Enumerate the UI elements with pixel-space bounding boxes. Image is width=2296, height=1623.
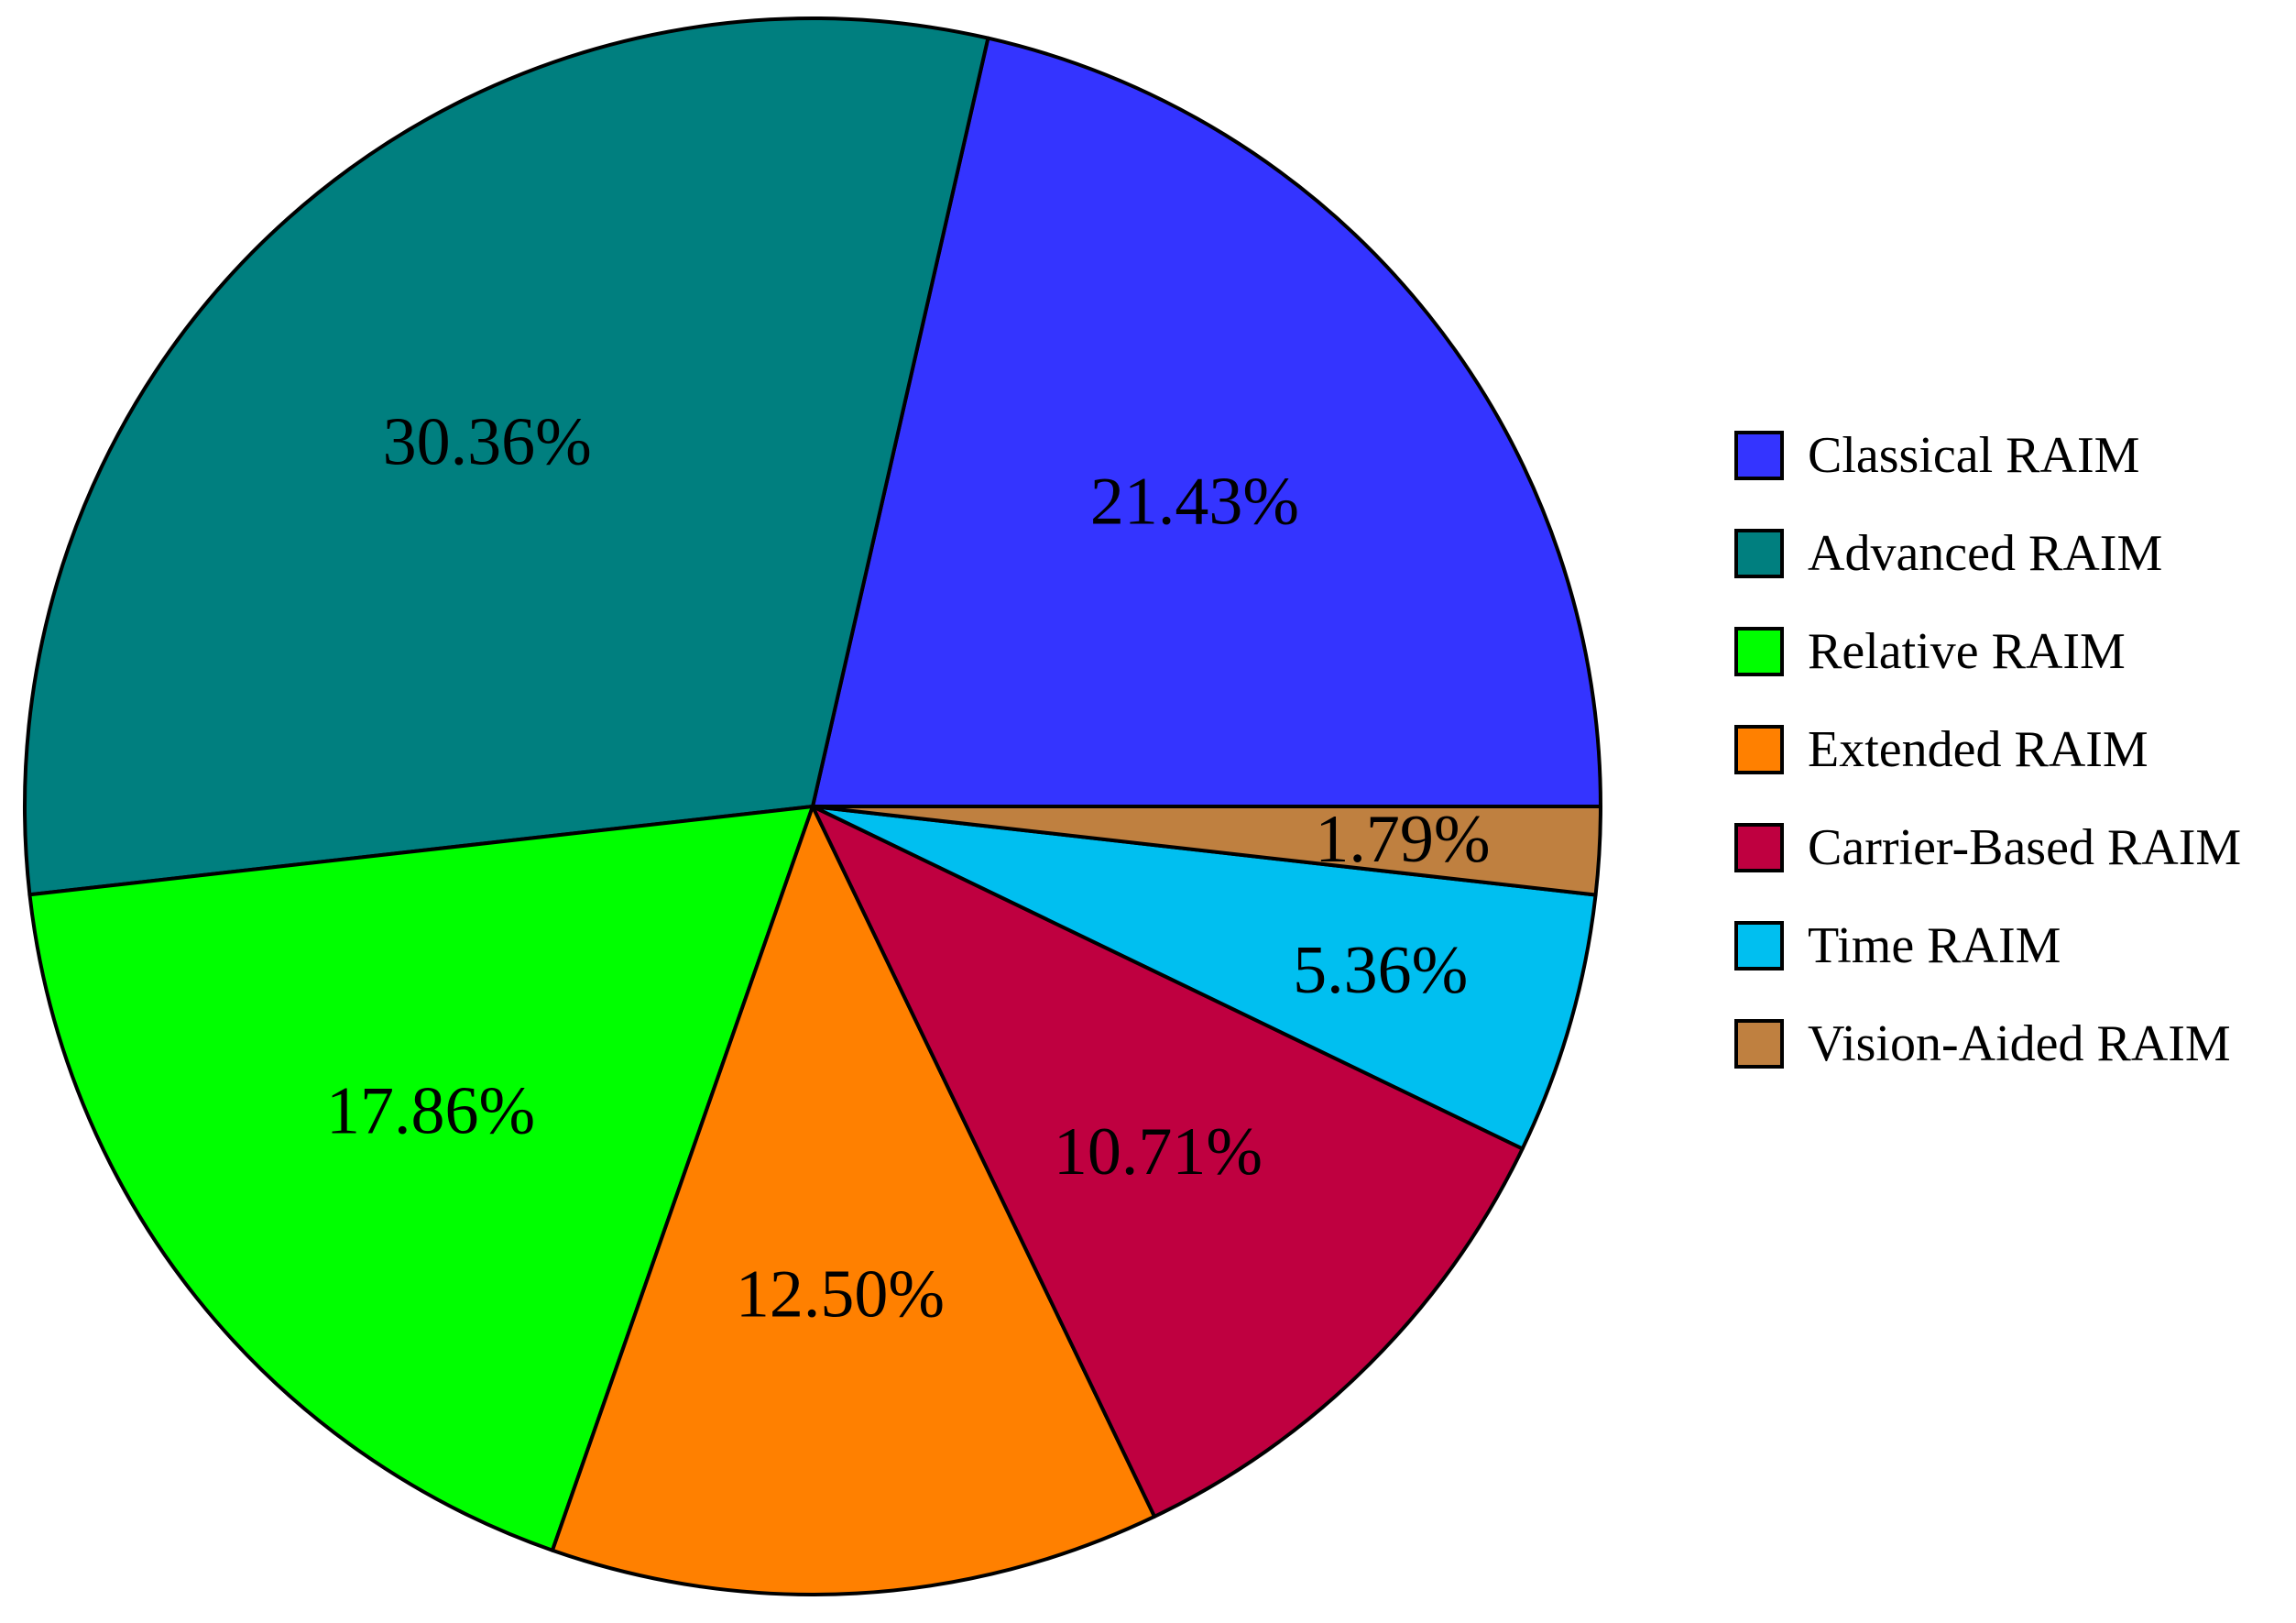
pie-slice-carrier-based-raim xyxy=(811,805,1525,1519)
pie-slice-extended-raim xyxy=(550,805,1157,1596)
slice-value-label-carrier-based-raim: 10.71% xyxy=(1054,1114,1263,1190)
legend-item-carrier-based-raim: Carrier-Based RAIM xyxy=(1734,819,2241,876)
slice-value-label-time-raim: 5.36% xyxy=(1293,933,1468,1008)
slice-value-label-advanced-raim: 30.36% xyxy=(383,404,592,479)
legend-label-vision-aided-raim: Vision-Aided RAIM xyxy=(1808,1015,2231,1072)
pie-slice-time-raim xyxy=(811,805,1598,1151)
pie-value-labels: 21.43% 30.36% 17.86% 12.50% 10.71% 5.36% 1.79% xyxy=(326,404,1491,1332)
pie-slice-classical-raim xyxy=(811,36,1602,808)
legend-swatch-advanced-raim xyxy=(1734,529,1784,578)
legend-label-time-raim: Time RAIM xyxy=(1808,917,2061,974)
legend-item-time-raim: Time RAIM xyxy=(1734,917,2061,974)
legend-label-extended-raim: Extended RAIM xyxy=(1808,721,2148,778)
legend-swatch-vision-aided-raim xyxy=(1734,1019,1784,1069)
legend-item-vision-aided-raim: Vision-Aided RAIM xyxy=(1734,1015,2231,1072)
legend-label-relative-raim: Relative RAIM xyxy=(1808,623,2126,680)
slice-value-label-classical-raim: 21.43% xyxy=(1090,465,1299,540)
legend: Classical RAIM Advanced RAIM Relative RAIM… xyxy=(1734,427,2241,1072)
legend-swatch-classical-raim xyxy=(1734,431,1784,480)
legend-swatch-time-raim xyxy=(1734,921,1784,971)
legend-swatch-extended-raim xyxy=(1734,725,1784,774)
legend-item-classical-raim: Classical RAIM xyxy=(1734,427,2139,484)
legend-item-relative-raim: Relative RAIM xyxy=(1734,623,2126,680)
slice-value-label-extended-raim: 12.50% xyxy=(736,1256,945,1332)
legend-item-advanced-raim: Advanced RAIM xyxy=(1734,525,2162,582)
slice-value-label-relative-raim: 17.86% xyxy=(326,1073,535,1148)
pie-slices xyxy=(22,16,1602,1596)
pie-slice-advanced-raim xyxy=(22,16,990,897)
legend-swatch-carrier-based-raim xyxy=(1734,823,1784,872)
legend-label-classical-raim: Classical RAIM xyxy=(1808,427,2139,484)
legend-swatch-relative-raim xyxy=(1734,627,1784,676)
legend-label-carrier-based-raim: Carrier-Based RAIM xyxy=(1808,819,2241,876)
slice-value-label-vision-aided-raim: 1.79% xyxy=(1315,802,1490,877)
legend-label-advanced-raim: Advanced RAIM xyxy=(1808,525,2162,582)
legend-item-extended-raim: Extended RAIM xyxy=(1734,721,2148,778)
pie-slice-vision-aided-raim xyxy=(811,805,1602,897)
